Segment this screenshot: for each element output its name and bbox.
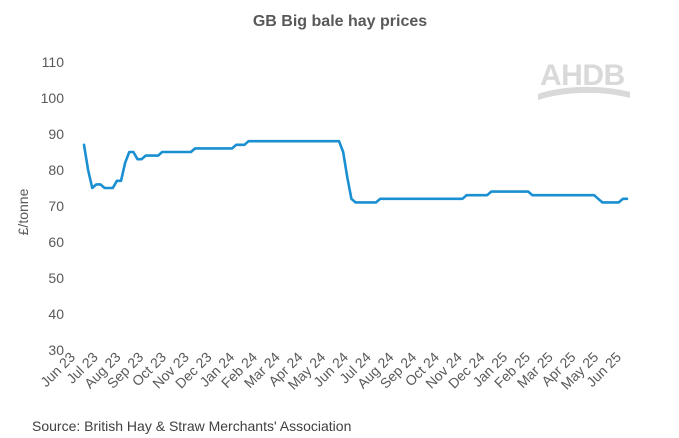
logo-text: AHDB bbox=[540, 59, 625, 92]
y-tick-label: 70 bbox=[48, 198, 64, 214]
logo-swoosh bbox=[538, 86, 630, 100]
y-tick-label: 90 bbox=[48, 126, 64, 142]
series-group bbox=[82, 139, 629, 204]
y-axis-label: £/tonne bbox=[15, 188, 31, 235]
source-note: Source: British Hay & Straw Merchants' A… bbox=[32, 418, 351, 434]
y-axis: 30 40 50 60 70 80 90 100 110 bbox=[41, 54, 65, 358]
chart-title: GB Big bale hay prices bbox=[253, 13, 427, 30]
y-tick-label: 30 bbox=[48, 342, 64, 358]
y-tick-label: 100 bbox=[41, 90, 65, 106]
series-line-0 bbox=[82, 139, 629, 204]
y-tick-label: 110 bbox=[42, 54, 65, 70]
ahdb-logo: AHDB bbox=[538, 59, 630, 100]
y-tick-label: 80 bbox=[48, 162, 64, 178]
y-tick-label: 40 bbox=[48, 306, 64, 322]
y-tick-label: 50 bbox=[48, 270, 64, 286]
y-tick-label: 60 bbox=[48, 234, 64, 250]
